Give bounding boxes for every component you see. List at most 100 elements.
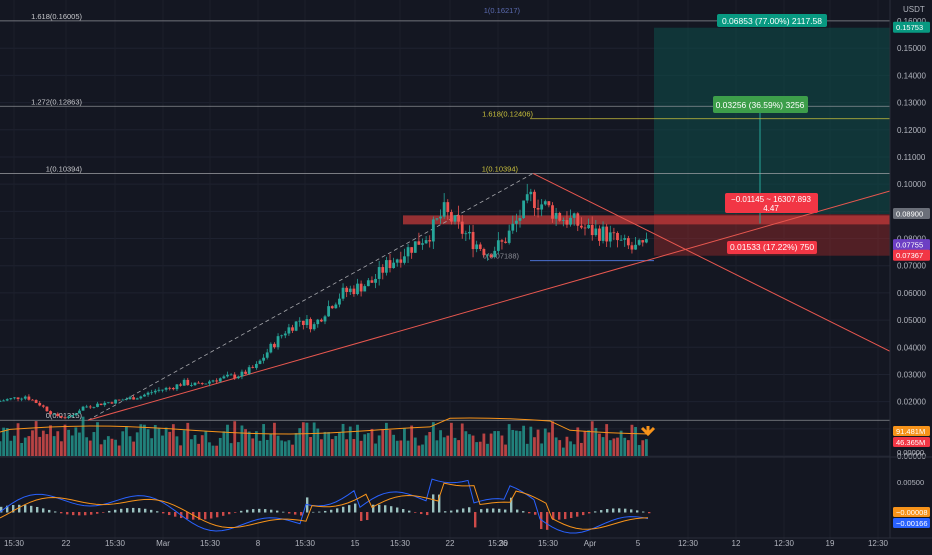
volume-bar bbox=[56, 431, 60, 456]
candle-body bbox=[334, 304, 338, 309]
candle-body bbox=[114, 399, 117, 404]
candle-body bbox=[182, 379, 186, 386]
fib-label: 1.272(0.12863) bbox=[31, 97, 82, 106]
volume-bar bbox=[2, 427, 6, 456]
candle-body bbox=[49, 411, 52, 415]
resistance-trendline bbox=[532, 172, 891, 352]
candle-body bbox=[121, 399, 125, 401]
volume-bar bbox=[135, 432, 139, 456]
volume-bar bbox=[518, 431, 522, 456]
volume-bar bbox=[594, 427, 598, 456]
candle-body bbox=[103, 402, 107, 406]
candle-body bbox=[2, 400, 6, 402]
volume-bar bbox=[417, 445, 421, 456]
volume-bar bbox=[153, 425, 157, 456]
volume-bar bbox=[363, 434, 367, 456]
macd-histogram-bar bbox=[390, 506, 393, 513]
candle-body bbox=[208, 381, 211, 384]
macd-histogram-bar bbox=[510, 497, 513, 513]
price-tick-label: 0.07000 bbox=[897, 262, 926, 271]
candle-body bbox=[529, 191, 533, 195]
volume-bar bbox=[262, 424, 266, 456]
volume-tick-label: 0.00000 bbox=[897, 448, 924, 457]
time-tick-label: 5 bbox=[636, 539, 641, 548]
macd-histogram-bar bbox=[18, 504, 21, 513]
fib-label-secondary: 1.618(0.12406) bbox=[482, 110, 533, 119]
volume-bar bbox=[630, 424, 634, 456]
volume-bar bbox=[265, 439, 269, 456]
volume-bar bbox=[572, 444, 576, 456]
candle-body bbox=[616, 232, 619, 241]
volume-bar bbox=[348, 426, 352, 456]
time-tick-label: 26 bbox=[499, 539, 508, 548]
candle-body bbox=[81, 406, 85, 411]
volume-bar bbox=[45, 434, 49, 456]
candle-body bbox=[388, 260, 392, 269]
candle-body bbox=[85, 406, 89, 408]
macd-histogram-bar bbox=[474, 512, 477, 528]
time-tick-label: 15:30 bbox=[488, 539, 509, 548]
macd-histogram-bar bbox=[468, 507, 471, 513]
volume-bar bbox=[197, 443, 201, 456]
macd-histogram-bar bbox=[432, 494, 435, 513]
candle-body bbox=[428, 240, 432, 242]
candle-body bbox=[525, 194, 529, 201]
candle-body bbox=[197, 382, 201, 384]
macd-histogram-bar bbox=[606, 509, 609, 513]
stop-label[interactable]: 0.01533 (17.22%) 750 bbox=[727, 241, 817, 254]
candle-body bbox=[395, 259, 399, 263]
target-top-label[interactable]: 0.06853 (77.00%) 2117.58 bbox=[717, 14, 827, 27]
candle-body bbox=[312, 324, 316, 330]
volume-bar bbox=[330, 439, 334, 456]
volume-bar bbox=[215, 445, 219, 456]
volume-bar bbox=[150, 438, 154, 456]
volume-bar bbox=[547, 432, 551, 456]
candle-body bbox=[366, 280, 370, 287]
candle-body bbox=[417, 241, 421, 245]
price-tick-label: 0.02000 bbox=[897, 398, 926, 407]
volume-bar bbox=[81, 416, 85, 456]
macd-histogram-bar bbox=[150, 509, 153, 513]
candle-body bbox=[457, 215, 461, 222]
candles bbox=[0, 183, 648, 420]
trend-lines bbox=[87, 172, 891, 421]
volume-bar bbox=[27, 436, 31, 456]
candle-body bbox=[327, 306, 331, 317]
alert-icon[interactable] bbox=[640, 426, 656, 437]
fib-label-secondary: 1(0.16217) bbox=[484, 6, 521, 15]
candle-body bbox=[240, 371, 244, 377]
candle-body bbox=[377, 267, 381, 279]
candle-body bbox=[359, 283, 363, 292]
price-badge-text: 0.07755 bbox=[896, 241, 923, 250]
target-top-text: 0.06853 (77.00%) 2117.58 bbox=[722, 16, 822, 26]
volume-bar bbox=[38, 436, 42, 456]
volume-bar bbox=[428, 431, 432, 456]
price-badge: 0.15753 bbox=[893, 21, 930, 33]
candle-body bbox=[27, 396, 31, 400]
volume-bar bbox=[558, 440, 562, 456]
candle-body bbox=[471, 231, 475, 250]
volume-bar bbox=[273, 422, 276, 456]
candle-body bbox=[168, 387, 172, 389]
volume-bar bbox=[540, 443, 544, 456]
target-mid-label[interactable]: 0.03256 (36.59%) 3256 bbox=[713, 96, 808, 113]
macd-histogram-bar bbox=[348, 505, 351, 513]
fib-label-secondary: 1(0.10394) bbox=[482, 164, 519, 173]
candle-body bbox=[435, 218, 439, 220]
macd-histogram-bar bbox=[246, 509, 249, 513]
macd-badge-text: −0.00166 bbox=[896, 519, 928, 528]
volume-bar bbox=[117, 445, 121, 456]
macd-histogram-bar bbox=[210, 512, 213, 519]
risk-ratio-text: −0.01145 ~ 16307.893 bbox=[731, 195, 811, 204]
candle-body bbox=[439, 216, 442, 219]
macd-histogram-bar bbox=[516, 509, 519, 513]
volume-bar bbox=[410, 425, 414, 456]
macd-histogram-bar bbox=[420, 512, 423, 515]
fib-label-secondary: 0(0.07188) bbox=[483, 252, 520, 261]
candle-body bbox=[146, 392, 150, 395]
macd-histogram-bar bbox=[216, 512, 219, 518]
candle-body bbox=[500, 240, 504, 242]
